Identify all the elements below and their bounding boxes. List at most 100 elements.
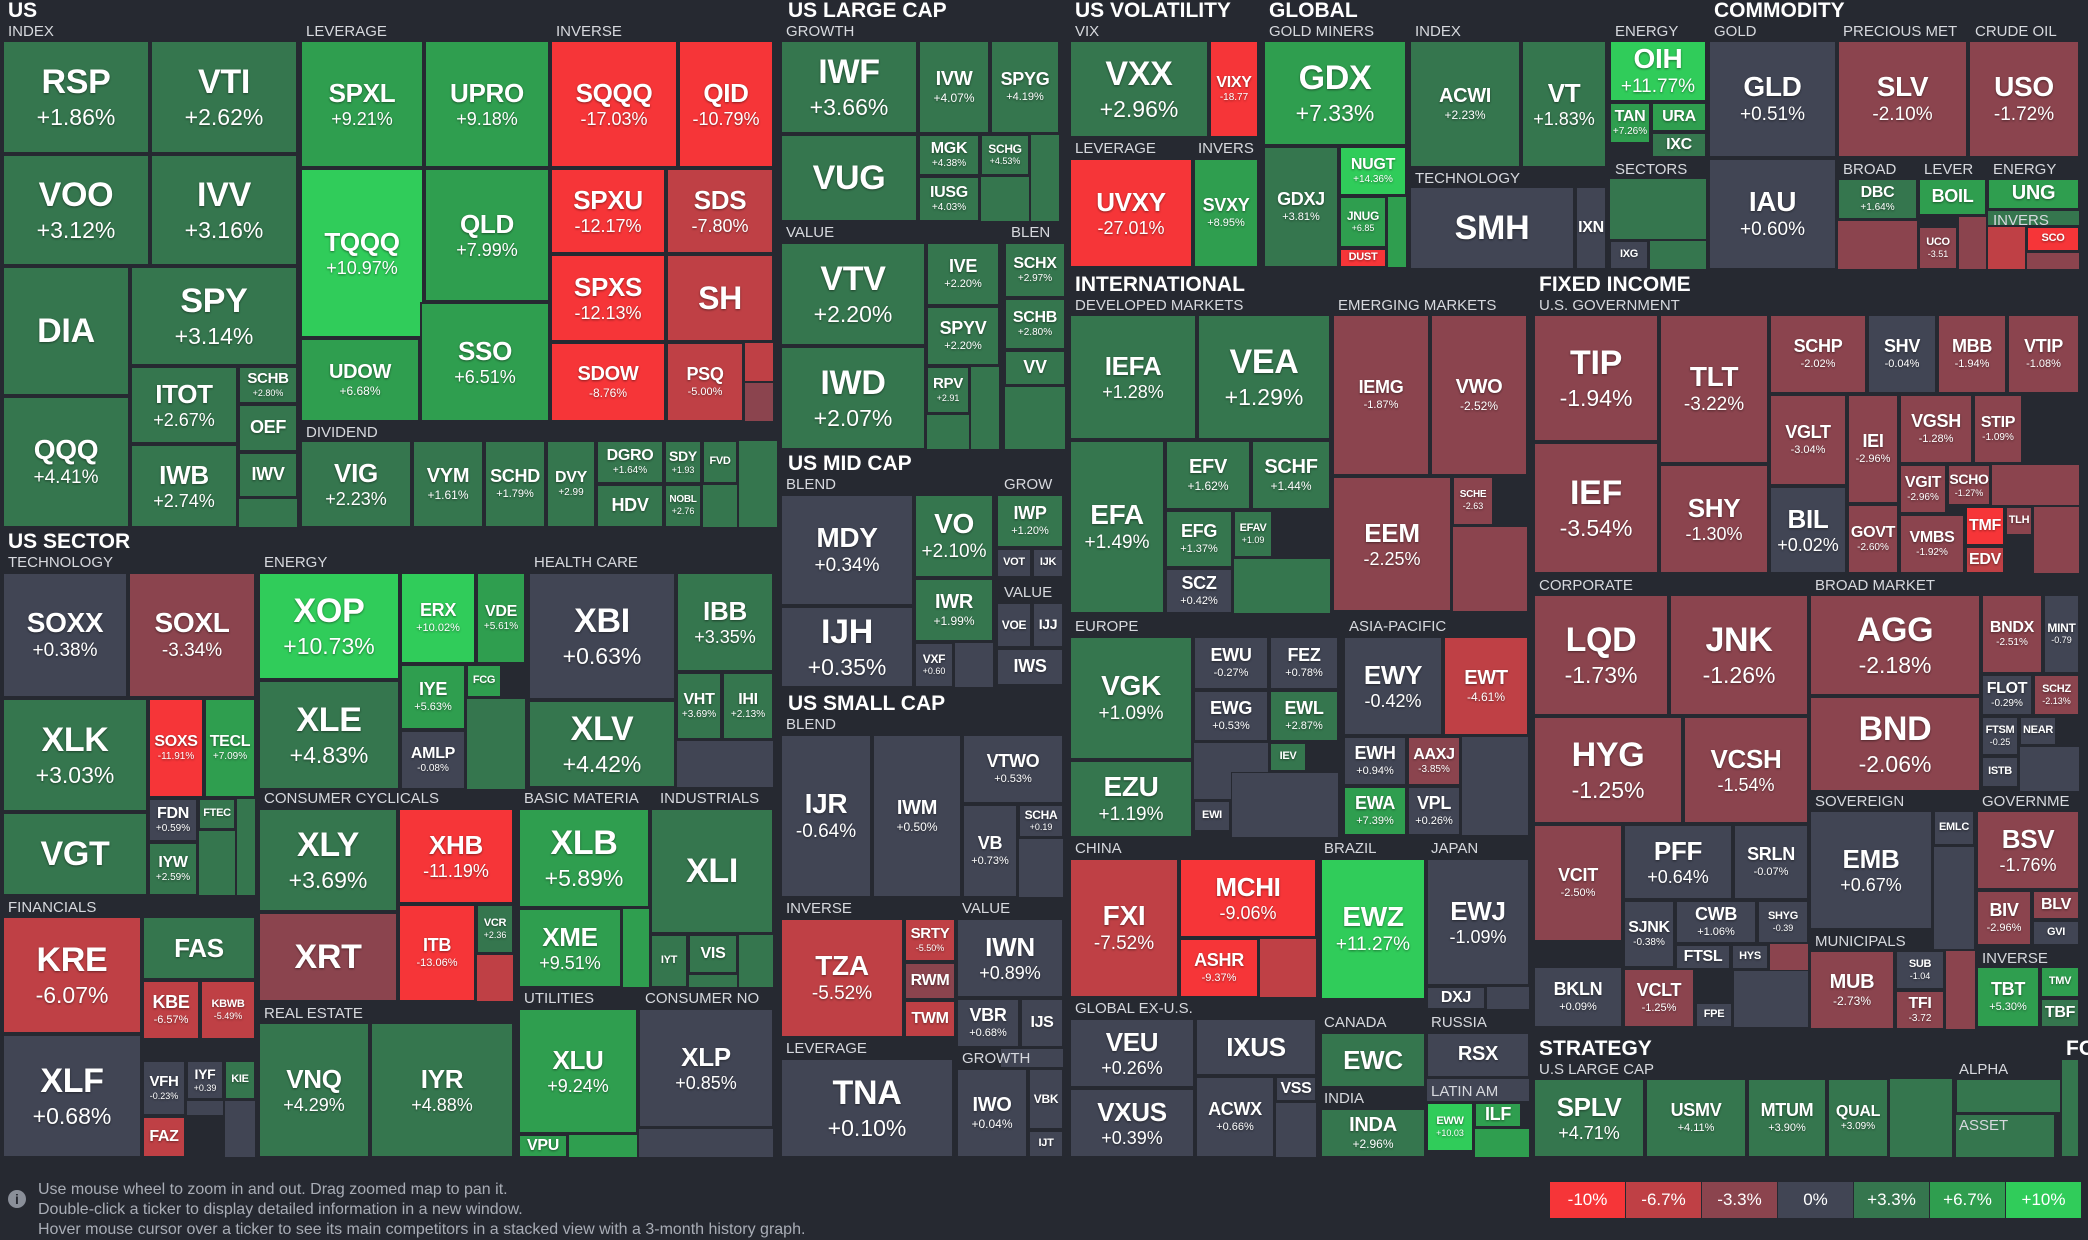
ticker-tile[interactable]: VWO -2.52% (1430, 314, 1528, 476)
ticker-tile[interactable]: VTWO +0.53% (962, 734, 1064, 804)
ticker-tile[interactable]: EFA +1.49% (1069, 440, 1165, 614)
ticker-tile[interactable]: TNA +0.10% (780, 1058, 954, 1158)
ticker-tile[interactable]: XBI +0.63% (528, 572, 676, 700)
ticker-tile[interactable]: IEV (1269, 742, 1307, 772)
small-ticker-tile[interactable] (738, 934, 774, 988)
small-ticker-tile[interactable] (1889, 1078, 1953, 1158)
ticker-tile[interactable]: SPXU -12.17% (550, 168, 666, 254)
ticker-tile[interactable]: MTUM +3.90% (1747, 1078, 1827, 1158)
ticker-tile[interactable]: UPRO +9.18% (424, 40, 550, 168)
ticker-tile[interactable]: SDY +1.93 (664, 440, 702, 484)
ticker-tile[interactable]: TWM (904, 1000, 956, 1038)
small-ticker-tile[interactable] (1733, 970, 1809, 1028)
ticker-tile[interactable]: ACWX +0.66% (1195, 1076, 1275, 1158)
ticker-tile[interactable]: VB +0.73% (962, 804, 1018, 898)
ticker-tile[interactable]: QQQ +4.41% (2, 396, 130, 528)
ticker-tile[interactable]: IUSG +4.03% (918, 176, 980, 222)
small-ticker-tile[interactable] (638, 1128, 774, 1158)
ticker-tile[interactable]: FTSL (1675, 944, 1731, 970)
ticker-tile[interactable]: FTEC (198, 798, 236, 830)
ticker-tile[interactable]: IYE +5.63% (400, 664, 466, 730)
ticker-tile[interactable]: IYT (650, 934, 688, 988)
ticker-tile[interactable]: UCO -3.51 (1918, 226, 1958, 270)
ticker-tile[interactable]: EWC (1320, 1032, 1426, 1088)
ticker-tile[interactable]: IYR +4.88% (370, 1022, 514, 1158)
ticker-tile[interactable]: FLOT -0.29% (1981, 674, 2033, 716)
ticker-tile[interactable]: AMLP -0.08% (400, 730, 466, 790)
ticker-tile[interactable]: IBB +3.35% (676, 572, 774, 672)
ticker-tile[interactable]: GOVT -2.60% (1847, 504, 1899, 574)
ticker-tile[interactable]: MGK +4.38% (918, 134, 980, 176)
ticker-tile[interactable]: VCIT -2.50% (1533, 824, 1623, 942)
ticker-tile[interactable]: TMV (2040, 966, 2080, 998)
ticker-tile[interactable]: SPY +3.14% (130, 266, 298, 366)
ticker-tile[interactable]: XLB +5.89% (518, 808, 650, 908)
small-ticker-tile[interactable] (1933, 846, 1975, 950)
small-ticker-tile[interactable] (676, 740, 774, 788)
ticker-tile[interactable]: XLU +9.24% (518, 1008, 638, 1134)
ticker-tile[interactable]: UNG (1987, 178, 2080, 210)
ticker-tile[interactable]: ILF (1474, 1102, 1522, 1128)
ticker-tile[interactable]: TZA -5.52% (780, 918, 904, 1038)
ticker-tile[interactable]: TLT -3.22% (1659, 314, 1769, 464)
ticker-tile[interactable]: TECL +7.09% (204, 698, 256, 798)
ticker-tile[interactable]: XRT (258, 912, 398, 1002)
small-ticker-tile[interactable] (1649, 240, 1707, 270)
ticker-tile[interactable]: SOXX +0.38% (2, 572, 128, 698)
small-ticker-tile[interactable] (476, 954, 514, 1002)
small-ticker-tile[interactable] (1987, 226, 2026, 270)
small-ticker-tile[interactable] (1018, 838, 1064, 898)
ticker-tile[interactable]: VGSH -1.28% (1899, 394, 1973, 464)
small-ticker-tile[interactable] (744, 382, 774, 422)
ticker-tile[interactable]: ERX +10.02% (400, 572, 476, 664)
ticker-tile[interactable]: SCHB +2.80% (1004, 298, 1066, 350)
ticker-tile[interactable]: SDS -7.80% (666, 168, 774, 254)
small-ticker-tile[interactable] (1987, 210, 2080, 226)
ticker-tile[interactable]: IJR -0.64% (780, 734, 872, 898)
ticker-tile[interactable]: XHB -11.19% (398, 808, 514, 904)
ticker-tile[interactable]: IXN (1575, 186, 1607, 270)
ticker-tile[interactable]: SCZ +0.42% (1165, 568, 1233, 614)
ticker-tile[interactable]: AGG -2.18% (1809, 594, 1981, 696)
small-ticker-tile[interactable] (1004, 386, 1066, 450)
ticker-tile[interactable]: SPXL +9.21% (300, 40, 424, 168)
ticker-tile[interactable]: IXG (1609, 240, 1649, 270)
ticker-tile[interactable]: PFF +0.64% (1623, 824, 1733, 900)
ticker-tile[interactable]: EWU -0.27% (1193, 636, 1269, 690)
ticker-tile[interactable]: IWS (996, 648, 1064, 686)
ticker-tile[interactable]: VEA +1.29% (1197, 314, 1331, 440)
ticker-tile[interactable]: TAN +7.26% (1609, 102, 1651, 144)
ticker-tile[interactable]: HYG -1.25% (1533, 716, 1683, 824)
ticker-tile[interactable]: JNK -1.26% (1669, 594, 1809, 716)
small-ticker-tile[interactable] (688, 974, 738, 988)
ticker-tile[interactable]: QUAL +3.09% (1827, 1078, 1889, 1158)
ticker-tile[interactable]: FDN +0.59% (148, 798, 198, 842)
ticker-tile[interactable]: IEFA +1.28% (1069, 314, 1197, 440)
ticker-tile[interactable]: GDXJ +3.81% (1263, 146, 1339, 268)
ticker-tile[interactable]: AAXJ -3.85% (1407, 736, 1461, 786)
small-ticker-tile[interactable] (466, 698, 526, 790)
ticker-tile[interactable]: XLF +0.68% (2, 1034, 142, 1158)
ticker-tile[interactable]: IWV (238, 452, 298, 498)
ticker-tile[interactable]: TBF (2040, 998, 2080, 1028)
ticker-tile[interactable]: IVE +2.20% (926, 242, 1000, 306)
ticker-tile[interactable]: VCR +2.36 (476, 904, 514, 954)
ticker-tile[interactable]: VO +2.10% (914, 494, 994, 578)
ticker-tile[interactable]: GVI (2032, 920, 2080, 946)
ticker-tile[interactable]: RPV +2.91 (926, 366, 970, 414)
ticker-tile[interactable]: MBB -1.94% (1937, 314, 2007, 394)
ticker-tile[interactable]: SH (666, 254, 774, 342)
small-ticker-tile[interactable] (224, 1100, 256, 1158)
ticker-tile[interactable]: EWZ +11.27% (1320, 858, 1426, 1000)
small-ticker-tile[interactable] (970, 366, 1000, 450)
ticker-tile[interactable]: USO -1.72% (1968, 40, 2080, 158)
ticker-tile[interactable]: MCHI -9.06% (1179, 858, 1317, 938)
ticker-tile[interactable]: BSV -1.76% (1976, 810, 2080, 890)
ticker-tile[interactable]: VTI +2.62% (150, 40, 298, 154)
ticker-tile[interactable]: KBWB -5.49% (200, 980, 256, 1040)
ticker-tile[interactable]: IVV +3.16% (150, 154, 298, 266)
ticker-tile[interactable]: RWM (904, 962, 956, 1000)
small-ticker-tile[interactable] (186, 1100, 224, 1116)
ticker-tile[interactable]: XLI (650, 808, 774, 934)
small-ticker-tile[interactable] (738, 440, 778, 528)
